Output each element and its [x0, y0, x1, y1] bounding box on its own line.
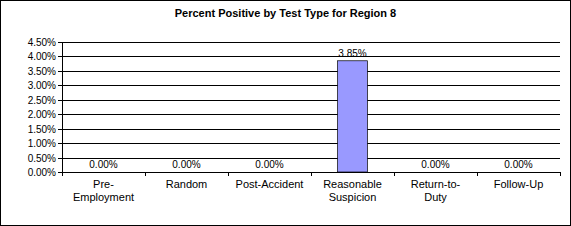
- grid-line: [62, 114, 560, 115]
- x-tick-label: Post-Accident: [236, 178, 304, 190]
- y-tick-label: 4.00%: [28, 51, 56, 62]
- y-tick-label: 1.50%: [28, 124, 56, 135]
- y-tick-label: 3.50%: [28, 66, 56, 77]
- grid-line: [62, 100, 560, 101]
- y-tick-label: 3.00%: [28, 80, 56, 91]
- x-tick: [62, 172, 63, 176]
- x-tick-label: Pre-Employment: [73, 178, 134, 203]
- data-label: 3.85%: [338, 48, 366, 59]
- x-tick: [145, 172, 146, 176]
- bar: [421, 172, 451, 173]
- y-tick: [58, 172, 62, 173]
- grid: [62, 43, 560, 173]
- y-axis: 0.00% 0.50% 1.00% 1.50% 2.00% 2.50% 3.00% 3.50%…: [28, 37, 62, 178]
- x-tick-label: Random: [166, 178, 208, 190]
- y-tick: [58, 85, 62, 86]
- data-label: 0.00%: [421, 159, 449, 170]
- x-tick-label: ReasonableSuspicion: [323, 178, 382, 203]
- y-tick: [58, 71, 62, 72]
- grid-line: [62, 143, 560, 144]
- y-tick-label: 2.00%: [28, 109, 56, 120]
- y-tick-label: 4.50%: [28, 37, 56, 48]
- bar: [89, 172, 119, 173]
- bars: [338, 61, 368, 172]
- chart-svg: Percent Positive by Test Type for Region…: [0, 0, 571, 226]
- grid-line: [62, 56, 560, 57]
- x-tick: [477, 172, 478, 176]
- data-label: 0.00%: [255, 159, 283, 170]
- y-tick-label: 1.00%: [28, 138, 56, 149]
- x-tick: [311, 172, 312, 176]
- y-tick: [58, 114, 62, 115]
- x-tick: [560, 172, 561, 176]
- chart-border: [1, 1, 571, 226]
- x-tick-label: Return-to-Duty: [411, 178, 461, 203]
- grid-line: [62, 85, 560, 86]
- data-label: 0.00%: [89, 159, 117, 170]
- y-tick-label: 0.50%: [28, 153, 56, 164]
- y-tick: [58, 129, 62, 130]
- y-tick: [58, 56, 62, 57]
- y-tick: [58, 100, 62, 101]
- y-tick-label: 2.50%: [28, 95, 56, 106]
- x-axis: Pre-Employment Random Post-Accident Reasona…: [73, 178, 543, 203]
- grid-line: [62, 158, 560, 159]
- x-tick-label: Follow-Up: [494, 178, 544, 190]
- y-tick: [58, 143, 62, 144]
- grid-line: [62, 129, 560, 130]
- x-tick: [394, 172, 395, 176]
- y-axis-line: [62, 42, 63, 172]
- y-tick-label: 0.00%: [28, 167, 56, 178]
- x-tick: [228, 172, 229, 176]
- chart-title: Percent Positive by Test Type for Region…: [175, 7, 396, 19]
- bar: [255, 172, 285, 173]
- bar: [338, 61, 368, 172]
- bar: [504, 172, 534, 173]
- grid-line: [62, 42, 560, 43]
- bar: [172, 172, 202, 173]
- data-label: 0.00%: [172, 159, 200, 170]
- data-label: 0.00%: [504, 159, 532, 170]
- grid-line: [62, 71, 560, 72]
- y-tick: [58, 42, 62, 43]
- chart-container: Percent Positive by Test Type for Region…: [0, 0, 571, 226]
- y-tick: [58, 158, 62, 159]
- data-labels: 0.00% 0.00% 0.00% 3.85% 0.00% 0.00%: [89, 48, 532, 170]
